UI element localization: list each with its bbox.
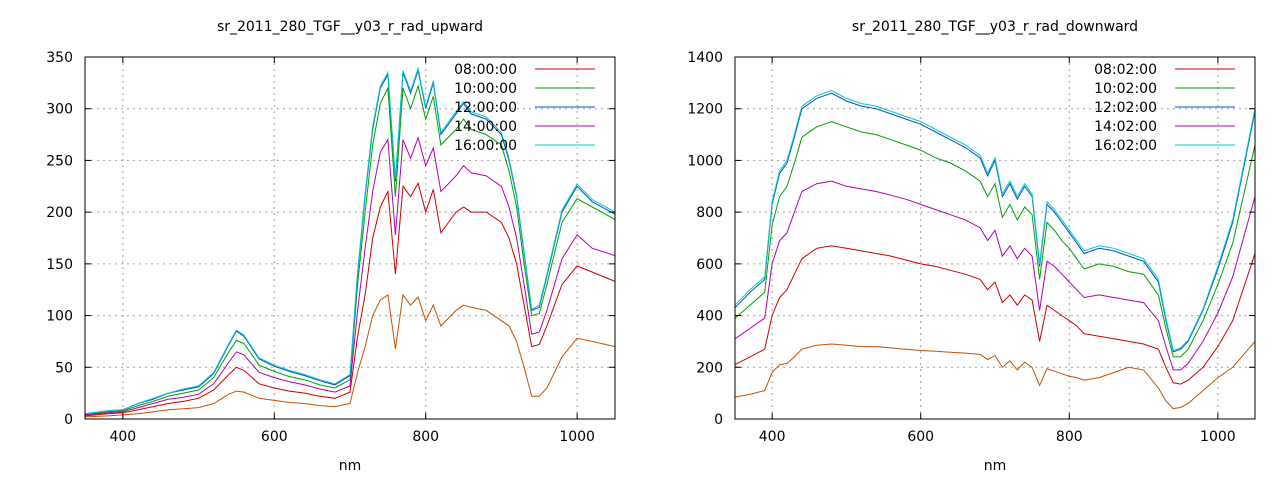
chart-2-y-tick-label: 800 [696, 205, 723, 221]
chart-1-x-tick-label: 1000 [559, 429, 595, 445]
chart-1-y-tick-label: 300 [46, 102, 73, 118]
chart-2-series-line-4 [734, 180, 1256, 371]
chart-2-series-line-2 [734, 121, 1256, 358]
chart-1-series-line-4 [84, 136, 616, 416]
chart-2-y-tick-label: 1000 [687, 153, 723, 169]
chart-2-x-tick-label: 1000 [1200, 429, 1236, 445]
chart-2-legend-label: 14:02:00 [1094, 119, 1157, 135]
chart-2-y-tick-label: 0 [714, 412, 723, 428]
chart-1-y-tick-label: 150 [46, 257, 73, 273]
chart-1-series-line-6 [84, 293, 616, 418]
chart-1-series-line-2 [84, 84, 616, 416]
chart-1-legend-label: 16:00:00 [454, 138, 517, 154]
chart-2-series-line-3 [734, 92, 1256, 353]
chart-2-legend-label: 12:02:00 [1094, 100, 1157, 116]
chart-1-series-line-1 [84, 181, 616, 417]
chart-1-x-axis-label: nm [339, 458, 362, 474]
chart-1-y-tick-label: 100 [46, 309, 73, 325]
chart-2-y-tick-label: 400 [696, 309, 723, 325]
chart-1-y-tick-label: 200 [46, 205, 73, 221]
chart-2-series-line-5 [734, 90, 1256, 352]
chart-1-legend-label: 12:00:00 [454, 100, 517, 116]
chart-2-y-tick-label: 200 [696, 360, 723, 376]
chart-2-title: sr_2011_280_TGF__y03_r_rad_downward [852, 19, 1138, 35]
chart-2-y-tick-label: 1400 [687, 50, 723, 66]
chart-2-legend-label: 08:02:00 [1094, 62, 1157, 78]
chart-2-x-tick-label: 400 [759, 429, 786, 445]
chart-1-y-tick-label: 350 [46, 50, 73, 66]
chart-1-y-tick-label: 250 [46, 153, 73, 169]
chart-1-legend-label: 14:00:00 [454, 119, 517, 135]
chart-2-x-axis-label: nm [984, 458, 1007, 474]
chart-1-y-tick-label: 0 [64, 412, 73, 428]
chart-2-x-tick-label: 800 [1056, 429, 1083, 445]
chart-1-x-tick-label: 800 [412, 429, 439, 445]
chart-1-x-tick-label: 400 [109, 429, 136, 445]
chart-1-x-tick-label: 600 [261, 429, 288, 445]
chart-2-y-tick-label: 1200 [687, 102, 723, 118]
chart-1-legend-label: 08:00:00 [454, 62, 517, 78]
chart-2-legend-label: 16:02:00 [1094, 138, 1157, 154]
chart-1-legend-label: 10:00:00 [454, 81, 517, 97]
chart-1-series-line-3 [84, 68, 616, 415]
chart-2-x-tick-label: 600 [907, 429, 934, 445]
chart-1-series-line-5 [84, 66, 616, 415]
chart-1-plot-frame [84, 56, 616, 420]
chart-2-plot-frame [734, 56, 1256, 420]
chart-2-series-line-1 [734, 245, 1256, 385]
chart-2-series-line-6 [734, 341, 1256, 410]
chart-1-y-tick-label: 50 [55, 360, 73, 376]
chart-2-legend-label: 10:02:00 [1094, 81, 1157, 97]
chart-2-y-tick-label: 600 [696, 257, 723, 273]
chart-1-title: sr_2011_280_TGF__y03_r_rad_upward [217, 19, 483, 35]
